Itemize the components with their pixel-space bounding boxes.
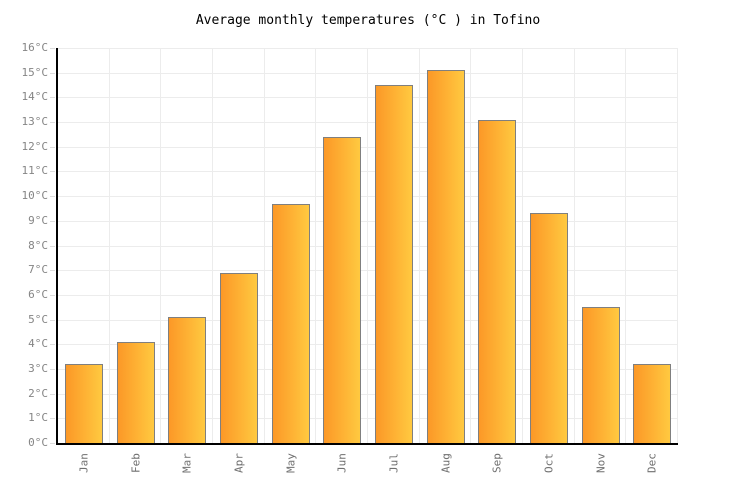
x-tick-label: Apr — [232, 453, 246, 473]
y-tick-label: 16°C — [21, 41, 49, 54]
y-axis-tick — [50, 196, 55, 198]
bar-nov — [581, 307, 620, 443]
gridline-vertical — [160, 48, 162, 443]
y-axis-tick — [50, 344, 55, 346]
y-axis-tick — [50, 270, 55, 272]
gridline-vertical — [315, 48, 317, 443]
gridline-horizontal — [58, 393, 678, 395]
gridline-horizontal — [58, 245, 678, 247]
gridline-vertical — [522, 48, 523, 443]
y-axis-tick — [50, 443, 55, 444]
bar-jun — [323, 136, 362, 443]
x-tick-label: Dec — [645, 453, 659, 473]
y-tick-label: 5°C — [28, 312, 48, 326]
x-tick-label: May — [284, 453, 297, 473]
gridline-horizontal — [58, 319, 678, 321]
gridline-vertical — [418, 48, 420, 443]
y-axis-tick — [50, 393, 55, 395]
plot-area: 0°C 1°C 2°C 3°C 4°C 5°C 6°C 7°C 8°C 9°C 10°C 11°C 12… — [22, 41, 678, 473]
gridline-horizontal — [58, 97, 678, 99]
gridline-horizontal — [58, 220, 678, 222]
gridline-horizontal — [58, 72, 678, 74]
y-tick-label: 11°C — [21, 164, 49, 178]
y-axis-tick — [50, 97, 55, 99]
y-tick-label: 6°C — [28, 287, 48, 301]
bar-apr — [219, 272, 258, 443]
gridline-vertical — [367, 48, 368, 443]
y-tick-label: 12°C — [21, 139, 49, 153]
gridline-vertical — [212, 48, 213, 443]
gridline-horizontal — [58, 418, 678, 420]
x-tick-label: Nov — [594, 453, 607, 473]
x-tick-label: Jul — [387, 453, 401, 473]
gridline-horizontal — [58, 196, 678, 198]
x-tick-label: Mar — [180, 453, 194, 473]
gridline-vertical — [108, 48, 110, 443]
x-axis-line — [56, 443, 678, 445]
bar-aug — [426, 70, 465, 443]
bar-may — [271, 203, 310, 443]
gridline-horizontal — [58, 368, 678, 370]
y-tick-label: 7°C — [28, 263, 48, 277]
gridline-vertical — [625, 48, 627, 443]
y-axis-tick — [50, 48, 55, 49]
gridline-horizontal — [58, 48, 678, 49]
x-tick-label: Jan — [77, 453, 91, 473]
gridline-horizontal — [58, 146, 678, 148]
y-axis-tick — [50, 368, 55, 370]
gridline-vertical — [263, 48, 265, 443]
gridline-horizontal — [58, 270, 678, 272]
y-tick-label: 10°C — [21, 189, 49, 203]
gridline-horizontal — [58, 294, 678, 296]
gridline-vertical — [573, 48, 575, 443]
y-axis-tick — [50, 72, 55, 74]
bar-feb — [116, 341, 155, 443]
y-axis-tick — [50, 418, 55, 420]
y-tick-label: 8°C — [28, 238, 48, 252]
x-tick-label: Aug — [439, 453, 452, 473]
y-tick-label: 0°C — [28, 436, 48, 449]
y-axis-tick — [50, 122, 55, 124]
y-tick-label: 3°C — [28, 361, 48, 375]
y-tick-label: 15°C — [21, 65, 49, 79]
x-tick-label: Sep — [490, 453, 504, 473]
x-tick-label: Oct — [542, 453, 556, 473]
y-tick-label: 2°C — [28, 386, 48, 400]
bar-dec — [633, 364, 672, 443]
gridline-vertical — [677, 48, 678, 443]
x-tick-label: Jun — [335, 453, 349, 473]
y-axis-tick — [50, 171, 55, 173]
bar-jan — [64, 364, 103, 443]
y-tick-label: 1°C — [28, 411, 48, 425]
gridline-vertical — [470, 48, 472, 443]
gridline-horizontal — [58, 171, 678, 173]
gridline-horizontal — [58, 344, 678, 346]
y-axis-tick — [50, 220, 55, 222]
y-axis-tick — [50, 294, 55, 296]
gridline-horizontal — [58, 122, 678, 124]
bar-oct — [529, 213, 568, 443]
y-axis-tick — [50, 245, 55, 247]
y-tick-label: 14°C — [21, 90, 49, 104]
bar-mar — [168, 317, 207, 443]
y-axis-line — [56, 48, 58, 445]
bar-jul — [374, 85, 413, 443]
bar-sep — [478, 119, 517, 443]
chart-title: Average monthly temperatures (°C ) in To… — [195, 13, 541, 28]
x-tick-label: Feb — [129, 453, 142, 473]
y-axis-tick — [50, 146, 55, 148]
y-tick-label: 9°C — [28, 213, 48, 227]
y-axis-tick — [50, 319, 55, 321]
y-tick-label: 13°C — [21, 115, 49, 129]
y-tick-label: 4°C — [28, 337, 48, 351]
